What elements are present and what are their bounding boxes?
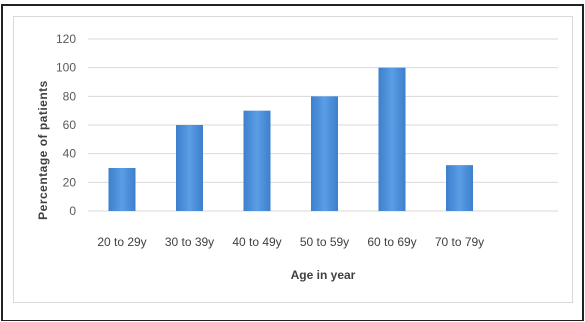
x-tick-label: 40 to 49y	[232, 235, 281, 249]
chart-frame	[1, 4, 584, 321]
bars	[108, 67, 473, 212]
x-tick-label: 30 to 39y	[165, 235, 214, 249]
y-tick-label: 60	[63, 118, 77, 132]
bar-20-to-29y	[108, 168, 136, 211]
y-tick-label: 40	[63, 147, 77, 161]
y-tick-label: 20	[63, 175, 77, 189]
x-tick-label: 20 to 29y	[97, 235, 146, 249]
chart-area-border	[13, 16, 573, 303]
bar-50-to-59y	[311, 96, 338, 211]
x-tick-label: 70 to 79y	[435, 235, 484, 249]
x-tick-label: 50 to 59y	[300, 235, 349, 249]
bar-60-to-69y	[378, 67, 406, 212]
x-axis-title: Age in year	[291, 268, 356, 282]
y-tick-label: 100	[56, 61, 76, 75]
x-tick-labels: 20 to 29y 30 to 39y 40 to 49y 50 to 59y 60 t…	[97, 235, 484, 249]
y-tick-label: 80	[63, 89, 77, 103]
y-tick-label: 120	[56, 32, 76, 46]
y-tick-label: 0	[69, 204, 76, 218]
x-tick-label: 60 to 69y	[367, 235, 416, 249]
bar-40-to-49y	[243, 110, 271, 211]
y-tick-labels: 0 20 40 60 80 100 120	[56, 32, 76, 218]
bar-70-to-79y	[446, 165, 473, 211]
y-axis-title: Percentage of patients	[36, 80, 50, 220]
bar-30-to-39y	[176, 125, 203, 211]
